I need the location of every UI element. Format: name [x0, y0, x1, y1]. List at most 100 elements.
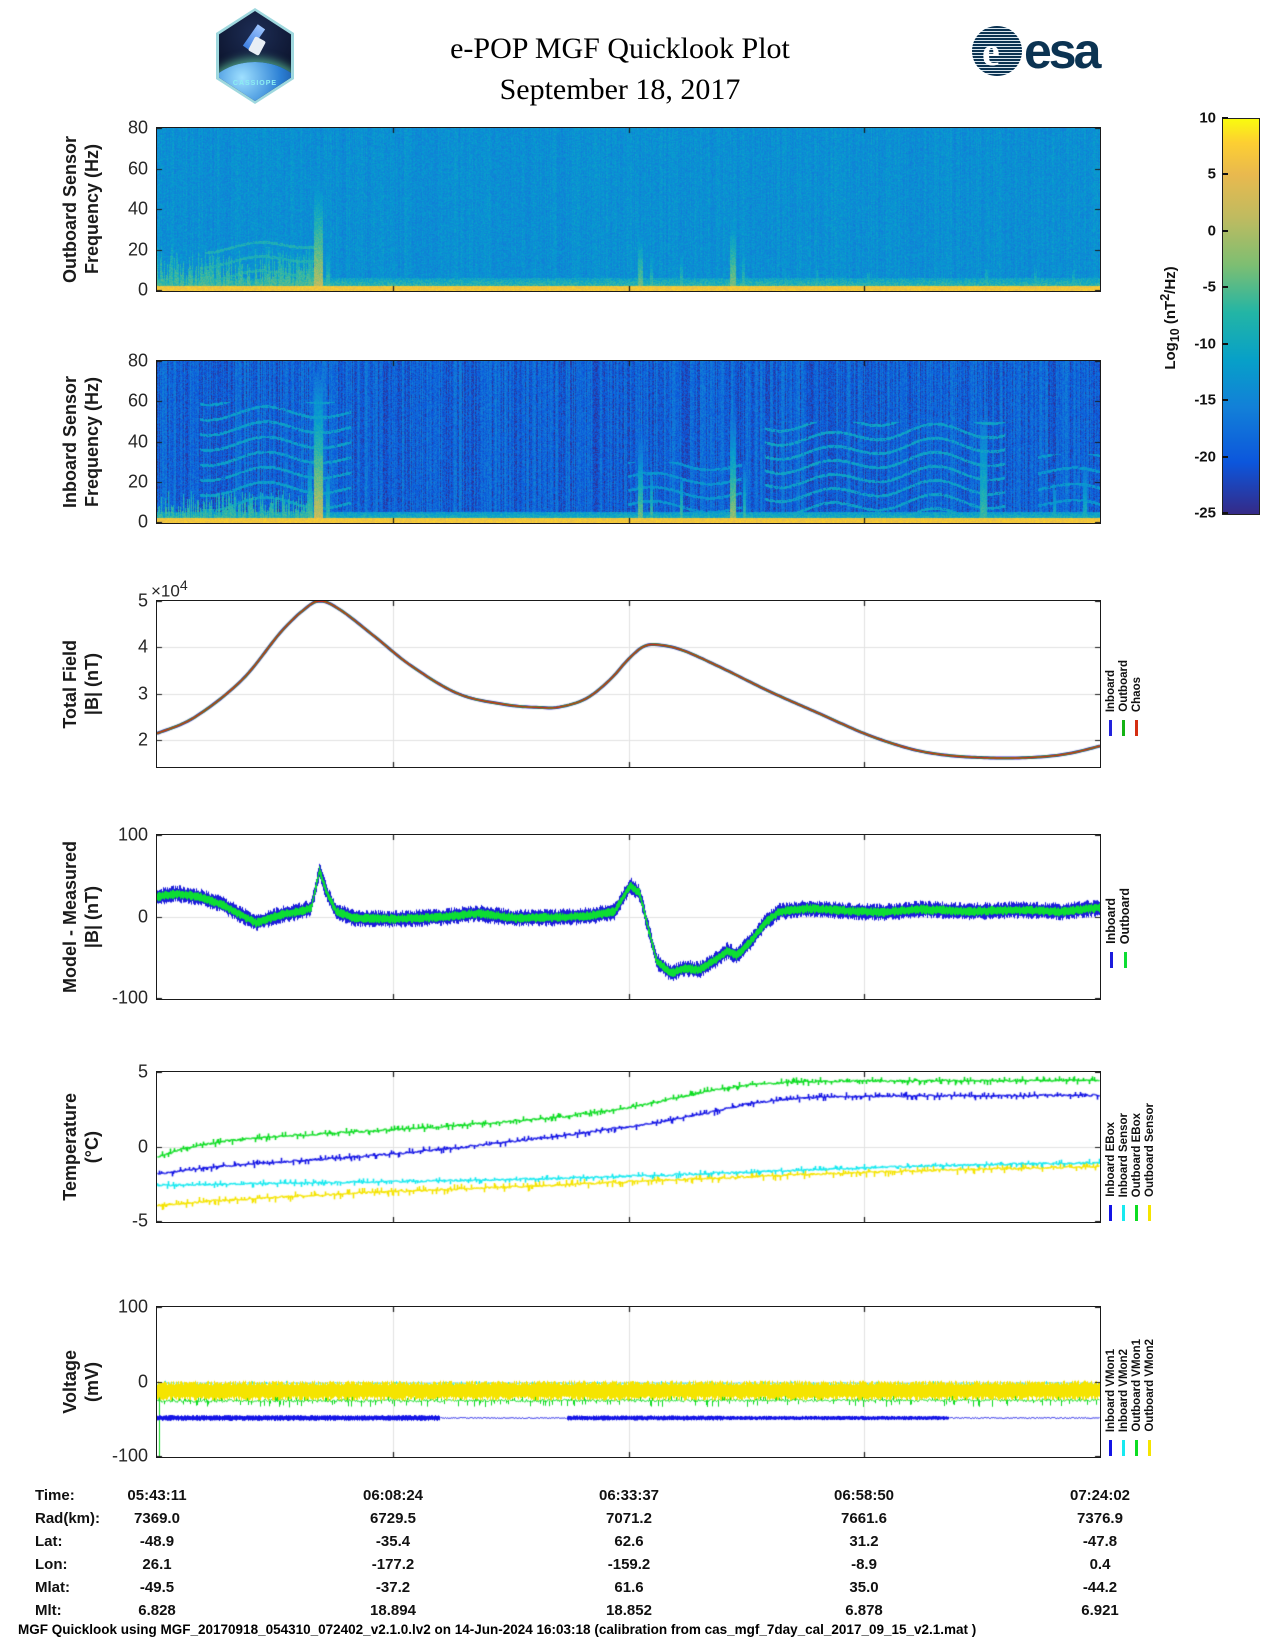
table-cell: 26.1 [142, 1556, 172, 1573]
table-cell: 7369.0 [134, 1510, 180, 1527]
legend-entry: Inboard VMon2 [1117, 1256, 1130, 1456]
esa-globe-icon: e [972, 26, 1022, 76]
colorbar: Log10 (nT2/Hz) 10 5 0 -5 -10 -15 -20 -25 [1150, 109, 1275, 524]
legend-color-dash [1135, 1205, 1138, 1221]
model-measured-canvas [156, 834, 1101, 1000]
legend-color-dash [1122, 1440, 1125, 1456]
esa-logo: e esa [972, 26, 1101, 76]
table-cell: 62.6 [614, 1533, 644, 1550]
outboard-spectrogram-canvas [156, 127, 1101, 292]
table-cell: 31.2 [849, 1533, 879, 1550]
legend-entry: Inboard [1104, 536, 1117, 736]
y-tick-label: 100 [117, 824, 148, 845]
table-row: Mlat: -49.5 -37.2 61.6 35.0 -44.2 [0, 1579, 1275, 1602]
legend-panel-2: Inboard Outboard Chaos [1104, 536, 1143, 736]
title-block: e-POP MGF Quicklook Plot September 18, 2… [0, 28, 1240, 111]
legend-entry: Outboard [1117, 536, 1130, 736]
y-tick-label: 5 [137, 1061, 148, 1082]
legend-panel-4: Inboard EBox Inboard Sensor Outboard EBox O… [1104, 1021, 1156, 1221]
table-row: Lat: -48.9 -35.4 62.6 31.2 -47.8 [0, 1533, 1275, 1556]
y-tick-label: -100 [111, 987, 148, 1008]
table-row: Lon: 26.1 -177.2 -159.2 -8.9 0.4 [0, 1556, 1275, 1579]
patch-text: CASSIOPE [232, 79, 278, 87]
colorbar-tick-label: -25 [1194, 504, 1216, 522]
y-tick-label: 40 [127, 431, 148, 451]
table-row: Mlt: 6.828 18.894 18.852 6.878 6.921 [0, 1602, 1275, 1625]
legend-entry: Inboard EBox [1104, 1021, 1117, 1221]
y-tick-label: 0 [137, 1371, 148, 1391]
table-cell: 6.921 [1081, 1602, 1119, 1619]
table-cell: 7376.9 [1077, 1510, 1123, 1527]
table-cell: -44.2 [1082, 1579, 1118, 1596]
colorbar-tick-label: 5 [1207, 165, 1216, 183]
y-tick-label: 0 [137, 1136, 148, 1156]
legend-entry: Inboard VMon1 [1104, 1256, 1117, 1456]
colorbar-tick-mark [1222, 229, 1228, 232]
y-tick-label: 80 [127, 350, 148, 371]
y-tick-label: 60 [127, 158, 148, 178]
legend-label: Outboard VMon1 [1130, 1339, 1143, 1432]
table-row-label: Mlt: [35, 1602, 62, 1619]
colorbar-tick-label: 0 [1207, 222, 1216, 240]
inboard-spectrogram-canvas [156, 360, 1101, 524]
legend-label: Inboard Sensor [1117, 1112, 1130, 1197]
table-row: Rad(km): 7369.0 6729.5 7071.2 7661.6 7376.9 [0, 1510, 1275, 1533]
colorbar-tick-label: -20 [1194, 448, 1216, 466]
legend-label: Outboard VMon2 [1143, 1339, 1156, 1432]
table-row-label: Rad(km): [35, 1510, 101, 1527]
colorbar-tick-label: 10 [1199, 109, 1216, 127]
table-cell: 6.828 [138, 1602, 176, 1619]
legend-entry: Inboard Sensor [1117, 1021, 1130, 1221]
legend-label: Chaos [1130, 676, 1143, 712]
table-row-label: Lat: [35, 1533, 63, 1550]
colorbar-tick-label: -10 [1194, 335, 1216, 353]
table-cell: -47.8 [1082, 1533, 1118, 1550]
table-cell: -159.2 [607, 1556, 651, 1573]
colorbar-tick-mark [1222, 455, 1228, 458]
y-tick-label: -100 [111, 1445, 148, 1466]
y-tick-label: 80 [127, 117, 148, 138]
table-row-label: Time: [35, 1487, 75, 1504]
table-cell: 35.0 [849, 1579, 879, 1596]
colorbar-tick-mark [1222, 286, 1228, 289]
y-tick-label: 5 [137, 590, 148, 611]
y-tick-label: 0 [137, 906, 148, 926]
legend-label: Outboard EBox [1130, 1112, 1143, 1197]
legend-entry: Outboard Sensor [1143, 1021, 1156, 1221]
legend-label: Inboard [1104, 898, 1118, 944]
legend-entry: Inboard [1104, 768, 1118, 968]
legend-color-dash [1122, 1205, 1125, 1221]
legend-entry: Outboard VMon2 [1143, 1256, 1156, 1456]
voltage-canvas [156, 1306, 1101, 1458]
legend-panel-3: Inboard Outboard [1104, 768, 1132, 968]
legend-color-dash [1135, 1440, 1138, 1456]
table-row-label: Lon: [35, 1556, 68, 1573]
table-cell: 06:58:50 [833, 1487, 895, 1504]
table-cell: -48.9 [139, 1533, 175, 1550]
total-field-canvas [156, 600, 1101, 768]
colorbar-label: Log10 (nT2/Hz) [1158, 266, 1182, 370]
y-tick-label: 40 [127, 198, 148, 219]
y-tick-label: 2 [137, 729, 148, 750]
y-tick-label: 100 [117, 1296, 148, 1317]
table-row-label: Mlat: [35, 1579, 70, 1596]
y-tick-label: -5 [131, 1210, 148, 1231]
legend-entry: Chaos [1130, 536, 1143, 736]
table-cell: 7661.6 [841, 1510, 887, 1527]
colorbar-tick-label: -5 [1202, 278, 1216, 296]
y-tick-label: 20 [127, 471, 148, 492]
total-field-exponent: ×104 [151, 578, 188, 601]
table-cell: 7071.2 [606, 1510, 652, 1527]
legend-color-dash [1109, 1205, 1112, 1221]
temperature-canvas [156, 1071, 1101, 1223]
ylabel-voltage: Voltage (mV) [59, 1350, 103, 1414]
y-tick-label: 20 [127, 239, 148, 259]
ylabel-temperature: Temperature (°C) [59, 1093, 103, 1201]
legend-color-dash [1109, 720, 1112, 736]
colorbar-tick-mark [1222, 342, 1228, 345]
legend-label: Inboard VMon1 [1104, 1348, 1117, 1432]
footer-text: MGF Quicklook using MGF_20170918_054310_… [18, 1622, 977, 1637]
legend-label: Outboard [1118, 887, 1132, 944]
y-tick-label: 0 [137, 511, 148, 532]
